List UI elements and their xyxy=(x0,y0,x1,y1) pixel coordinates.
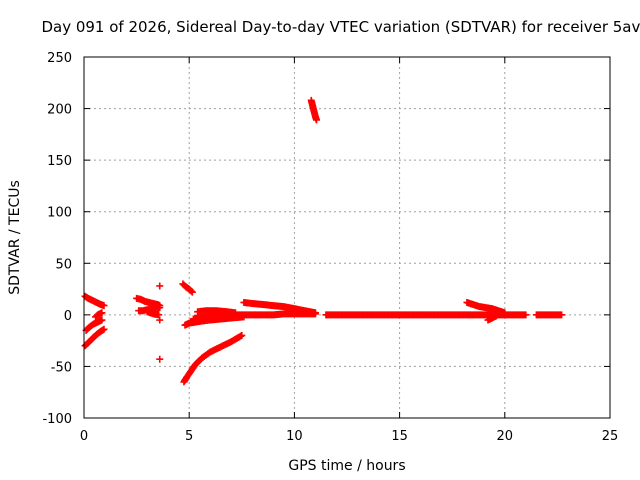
x-tick-label: 5 xyxy=(185,429,193,444)
data-point xyxy=(98,316,106,324)
y-tick-label: 150 xyxy=(47,154,72,169)
data-point xyxy=(501,309,509,317)
data-series xyxy=(81,96,566,386)
data-point xyxy=(187,287,195,295)
data-point xyxy=(156,304,164,312)
x-tick-label: 0 xyxy=(80,429,88,444)
data-point xyxy=(100,302,108,310)
tick-layer xyxy=(83,56,611,419)
y-axis-label: SDTVAR / TECUs xyxy=(7,180,23,295)
x-tick-label: 25 xyxy=(602,429,619,444)
data-point xyxy=(100,325,108,333)
y-tick-label: 200 xyxy=(47,103,72,118)
data-point xyxy=(156,282,164,290)
y-tick-label: 100 xyxy=(47,206,72,221)
grid-layer xyxy=(84,57,610,418)
data-point xyxy=(558,311,566,319)
x-axis-label: GPS time / hours xyxy=(288,458,405,474)
data-point xyxy=(98,309,106,317)
y-tick-label: 250 xyxy=(47,51,72,66)
x-tick-label: 15 xyxy=(391,429,408,444)
data-point xyxy=(188,288,196,296)
y-tick-label: -50 xyxy=(51,360,72,375)
y-tick-label: 0 xyxy=(64,309,72,324)
data-point xyxy=(311,309,319,317)
data-point xyxy=(492,312,500,320)
data-point xyxy=(156,355,164,363)
data-point xyxy=(522,311,530,319)
data-point xyxy=(238,331,246,339)
data-point xyxy=(155,311,163,319)
data-point xyxy=(231,309,239,317)
x-tick-label: 10 xyxy=(286,429,303,444)
x-tick-labels: 0 5 10 15 20 25 xyxy=(80,429,618,444)
chart-title: Day 091 of 2026, Sidereal Day-to-day VTE… xyxy=(41,18,640,36)
x-tick-label: 20 xyxy=(497,429,514,444)
data-point xyxy=(156,316,164,324)
plot-frame xyxy=(83,56,611,419)
y-tick-label: 50 xyxy=(55,257,72,272)
data-point xyxy=(312,116,320,124)
y-tick-label: -100 xyxy=(42,412,72,427)
y-tick-labels: -100 -50 0 50 100 150 200 250 xyxy=(42,51,72,427)
